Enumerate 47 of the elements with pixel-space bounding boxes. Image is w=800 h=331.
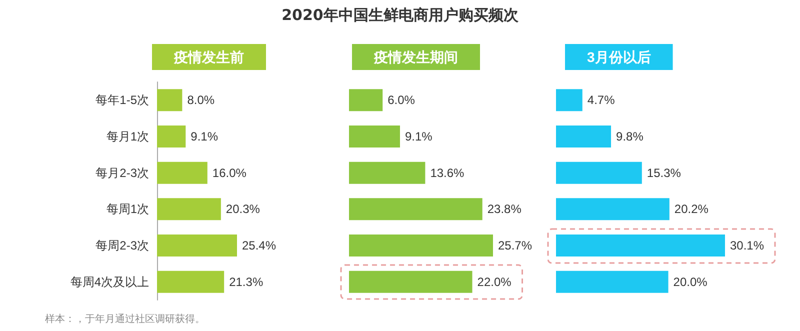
bar bbox=[349, 234, 493, 256]
y-tick-label: 每年1-5次 bbox=[96, 93, 149, 108]
data-label: 16.0% bbox=[212, 166, 247, 180]
data-label: 23.8% bbox=[487, 202, 522, 216]
bar bbox=[157, 270, 224, 293]
data-label: 6.0% bbox=[388, 93, 416, 108]
bar bbox=[349, 89, 383, 112]
bar bbox=[556, 89, 582, 112]
chart-title: 2020年中国生鲜电商用户购买频次 bbox=[280, 6, 520, 25]
bar bbox=[556, 162, 642, 184]
data-label: 9.1% bbox=[404, 130, 433, 144]
bar bbox=[349, 198, 482, 220]
data-label: 15.3% bbox=[646, 166, 682, 180]
bar bbox=[556, 126, 612, 148]
y-tick-label: 每月1次 bbox=[106, 130, 149, 144]
bar bbox=[157, 234, 237, 256]
data-label: 4.7% bbox=[587, 93, 616, 108]
text: 样本：，于年月通过社区调研获得。 bbox=[45, 312, 205, 326]
y-tick-label: 每周2-3次 bbox=[96, 238, 149, 252]
y-tick-label: 每月2-3次 bbox=[96, 166, 149, 180]
data-label: 13.6% bbox=[430, 166, 465, 180]
data-label: 25.7% bbox=[498, 238, 532, 252]
bar bbox=[349, 126, 400, 148]
chart-subtitle: 疫情发生前 bbox=[173, 49, 244, 65]
y-tick-label: 每周4次及以上 bbox=[70, 274, 149, 289]
bar bbox=[157, 162, 208, 184]
data-label: 20.3% bbox=[226, 202, 260, 216]
data-label: 21.3% bbox=[229, 274, 264, 289]
bar bbox=[157, 198, 221, 220]
bar bbox=[349, 162, 426, 184]
data-label: 8.0% bbox=[187, 93, 215, 108]
bar bbox=[556, 270, 668, 293]
bar bbox=[349, 270, 472, 293]
data-label: 9.8% bbox=[616, 130, 644, 144]
data-label: 22.0% bbox=[477, 274, 512, 289]
bar bbox=[556, 234, 725, 256]
bar bbox=[157, 126, 186, 148]
bar bbox=[157, 89, 182, 112]
chart-subtitle: 疫情发生期间 bbox=[373, 49, 458, 65]
data-label: 20.0% bbox=[673, 274, 708, 289]
bar bbox=[556, 198, 670, 220]
chart-subtitle: 3月份以后 bbox=[587, 49, 651, 65]
data-label: 20.2% bbox=[674, 202, 709, 216]
data-label: 30.1% bbox=[730, 238, 764, 252]
y-tick-label: 每周1次 bbox=[106, 202, 149, 216]
data-label: 9.1% bbox=[190, 130, 218, 144]
data-label: 25.4% bbox=[242, 238, 276, 252]
